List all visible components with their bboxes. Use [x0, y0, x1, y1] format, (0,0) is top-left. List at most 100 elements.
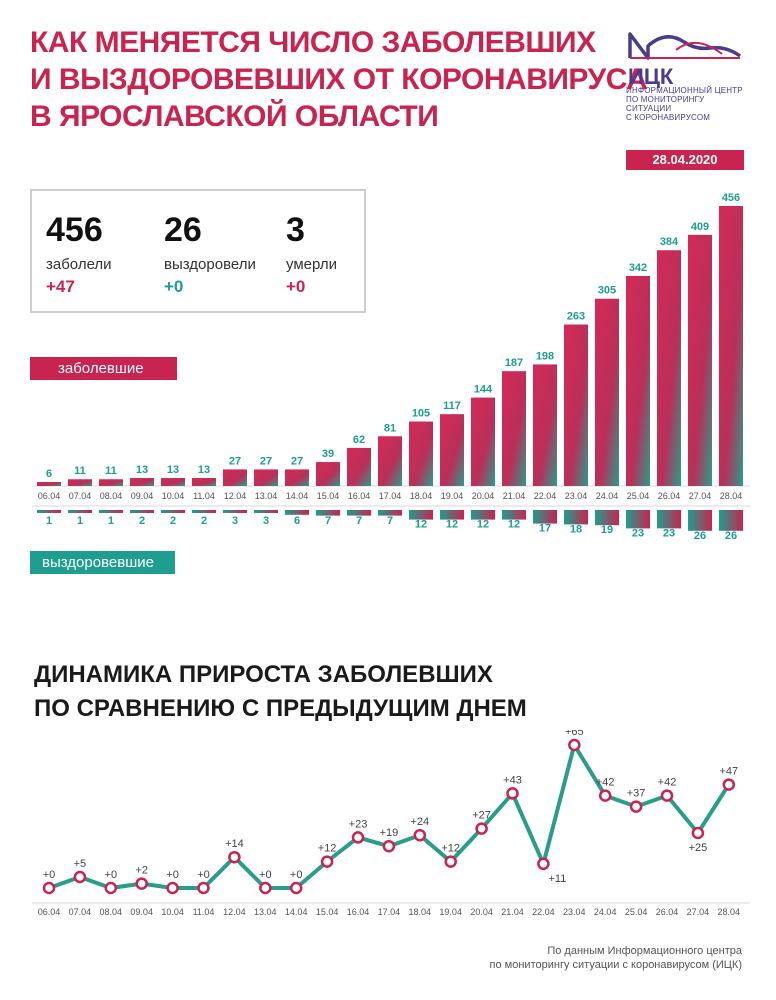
x-tick-label: 12.04 [224, 491, 247, 501]
bar-recovered [347, 510, 371, 516]
bar-recovered [37, 510, 61, 513]
growth-point-label: +0 [259, 869, 272, 881]
x-tick-label: 25.04 [627, 491, 650, 501]
bar-infected [564, 324, 588, 486]
bar-infected-label: 11 [74, 465, 86, 477]
x-tick-label: 14.04 [285, 907, 308, 917]
bar-infected-label: 117 [443, 400, 461, 412]
x-tick-label: 18.04 [409, 907, 432, 917]
bar-infected [440, 414, 464, 486]
growth-point-label: +0 [43, 869, 56, 881]
x-tick-label: 07.04 [69, 907, 92, 917]
growth-point-label: +14 [225, 838, 244, 850]
report-date: 28.04.2020 [626, 150, 744, 170]
bar-infected-label: 27 [260, 455, 272, 467]
bar-infected-label: 409 [691, 221, 709, 233]
bar-infected-label: 384 [660, 236, 679, 248]
x-tick-label: 22.04 [534, 491, 557, 501]
bar-recovered [254, 510, 278, 513]
logo-name: ИЦК [628, 64, 674, 88]
growth-point-label: +0 [166, 869, 179, 881]
bar-infected-label: 144 [474, 384, 493, 396]
bar-recovered-label: 19 [601, 524, 613, 536]
logo-caption-line: ИНФОРМАЦИОННЫЙ ЦЕНТР [626, 86, 743, 95]
bar-recovered-label: 1 [108, 515, 114, 527]
stat-label: умерли [286, 256, 337, 273]
x-tick-label: 26.04 [656, 907, 679, 917]
growth-point [135, 877, 148, 890]
bar-recovered-label: 3 [263, 515, 269, 527]
bar-infected [254, 469, 278, 486]
stat-delta: +0 [286, 277, 306, 296]
bar-infected-label: 187 [505, 357, 523, 369]
growth-point [166, 881, 179, 895]
summary-stats: 456 заболели +47 26 выздоровели +0 3 уме… [30, 189, 366, 313]
bar-infected-label: 13 [136, 464, 148, 476]
stat-value: 3 [286, 211, 305, 249]
x-tick-label: 09.04 [131, 491, 154, 501]
x-tick-label: 15.04 [317, 491, 340, 501]
source-line: по мониторингу ситуации с коронавирусом … [489, 959, 742, 971]
bar-infected [471, 397, 495, 486]
x-tick-label: 25.04 [625, 907, 648, 917]
bar-infected [161, 478, 185, 486]
growth-point-label: +47 [719, 766, 738, 778]
bar-infected-label: 27 [291, 455, 303, 467]
x-tick-label: 21.04 [501, 907, 524, 917]
growth-point-label: +65 [565, 730, 584, 738]
x-tick-label: 13.04 [255, 491, 278, 501]
bar-infected-label: 305 [598, 285, 616, 297]
x-tick-label: 18.04 [410, 491, 433, 501]
x-tick-label: 06.04 [38, 491, 61, 501]
growth-point-label: +0 [197, 869, 210, 881]
x-tick-label: 11.04 [193, 907, 215, 917]
growth-point-label: +24 [410, 816, 429, 828]
growth-point-label: +42 [596, 777, 615, 789]
bar-recovered [719, 510, 743, 531]
logo-caption: ИНФОРМАЦИОННЫЙ ЦЕНТР ПО МОНИТОРИНГУ СИТУ… [626, 86, 746, 122]
subtitle-line-1: ДИНАМИКА ПРИРОСТА ЗАБОЛЕВШИХ [34, 661, 493, 688]
legend-recovered: выздоровевшие [30, 551, 175, 574]
growth-point-label: +43 [503, 774, 522, 786]
source-note: По данным Информационного центра по мони… [490, 944, 742, 972]
bar-recovered [564, 510, 588, 525]
page-title: КАК МЕНЯЕТСЯ ЧИСЛО ЗАБОЛЕВШИХ И ВЫЗДОРОВ… [30, 24, 648, 135]
growth-point [475, 822, 488, 835]
bar-recovered [626, 510, 650, 529]
growth-point [660, 789, 674, 802]
growth-point-label: +27 [472, 810, 491, 822]
bar-infected-label: 13 [198, 464, 210, 476]
x-tick-label: 17.04 [378, 907, 401, 917]
bar-recovered [409, 510, 433, 520]
stat-recovered: 26 выздоровели +0 [164, 211, 256, 298]
growth-line [48, 743, 731, 890]
bar-recovered [223, 510, 247, 513]
x-tick-label: 11.04 [193, 491, 215, 501]
itsk-logo-icon: ИЦК [628, 32, 742, 89]
x-tick-label: 27.04 [687, 907, 710, 917]
growth-line-chart: +0 06.04 +5 07.04 +0 08.04 +2 09.04 +0 10.04 +0 11.… [32, 730, 750, 917]
growth-point [259, 881, 272, 895]
x-tick-label: 08.04 [100, 491, 123, 501]
growth-point [444, 855, 457, 868]
growth-point [598, 789, 612, 802]
bar-infected-label: 6 [46, 468, 52, 480]
x-tick-label: 07.04 [69, 491, 92, 501]
x-tick-label: 26.04 [658, 491, 681, 501]
x-tick-label: 15.04 [316, 907, 339, 917]
growth-point [42, 881, 56, 895]
bar-recovered [502, 510, 526, 520]
bar-recovered [688, 510, 712, 531]
stat-value: 456 [46, 211, 103, 249]
bar-infected-label: 456 [722, 192, 740, 204]
line-chart-title: ДИНАМИКА ПРИРОСТА ЗАБОЛЕВШИХ ПО СРАВНЕНИ… [34, 658, 527, 726]
bar-infected [533, 364, 557, 486]
bar-recovered-label: 18 [570, 523, 582, 535]
x-tick-label: 16.04 [347, 907, 370, 917]
bar-recovered-label: 17 [539, 523, 551, 535]
bar-recovered-label: 1 [77, 515, 83, 527]
bar-recovered-label: 2 [201, 515, 207, 527]
bar-recovered-label: 12 [477, 519, 489, 531]
growth-point [104, 881, 118, 895]
bar-infected [347, 447, 371, 486]
